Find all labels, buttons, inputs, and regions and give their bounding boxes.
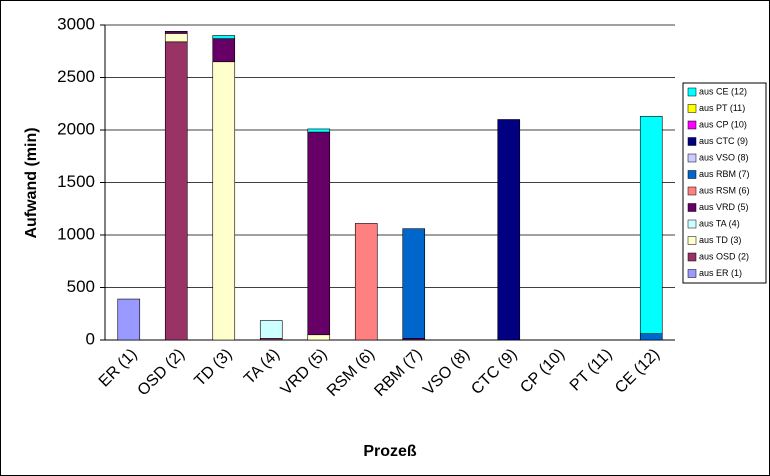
legend-swatch (687, 137, 697, 146)
y-axis-label: Aufwand (min) (23, 127, 40, 238)
legend-label: aus PT (11) (699, 103, 745, 113)
bar-segment (307, 131, 331, 336)
legend-label: aus TD (3) (699, 235, 741, 245)
bar-segment (307, 128, 331, 133)
bar-segment (639, 333, 663, 341)
legend-swatch (687, 219, 697, 229)
legend-swatch (687, 252, 697, 262)
legend-label: aus CTC (9) (699, 136, 748, 146)
y-tick-label: 500 (67, 277, 95, 296)
bar-segment (117, 298, 141, 341)
bar-segment (354, 223, 378, 341)
x-axis-label: Prozeß (363, 443, 417, 460)
bar-segment (402, 228, 426, 339)
y-tick-label: 1000 (57, 224, 95, 243)
y-tick-label: 3000 (57, 14, 95, 33)
y-tick-label: 1500 (57, 172, 95, 191)
legend-swatch (687, 269, 697, 278)
bar-segment (212, 35, 236, 39)
legend (682, 82, 767, 284)
legend-label: aus OSD (2) (699, 251, 749, 261)
y-tick-label: 2000 (57, 119, 95, 138)
bar-segment (307, 334, 331, 341)
y-tick-label: 0 (86, 329, 95, 348)
legend-label: aus TA (4) (699, 218, 740, 228)
bar-segment (259, 320, 283, 339)
bar-segment (164, 30, 188, 34)
bar-segment (212, 38, 236, 63)
legend-swatch (687, 186, 697, 196)
legend-label: aus VRD (5) (699, 202, 749, 212)
legend-swatch (687, 170, 697, 179)
bar-segment (212, 61, 236, 341)
bar-segment (164, 33, 188, 43)
bar-segment (639, 116, 663, 335)
bar-segment (164, 41, 188, 341)
legend-swatch (687, 120, 697, 130)
legend-label: aus RSM (6) (699, 185, 750, 195)
legend-swatch (687, 236, 697, 245)
legend-label: aus CP (10) (699, 119, 747, 129)
legend-swatch (687, 153, 697, 163)
legend-label: aus ER (1) (699, 268, 742, 278)
legend-label: aus CE (12) (699, 86, 747, 96)
legend-label: aus RBM (7) (699, 169, 750, 179)
bar-segment (497, 119, 521, 341)
y-tick-label: 2500 (57, 67, 95, 86)
legend-swatch (687, 87, 697, 97)
legend-label: aus VSO (8) (699, 152, 749, 162)
legend-swatch (687, 203, 697, 212)
legend-swatch (687, 104, 697, 113)
